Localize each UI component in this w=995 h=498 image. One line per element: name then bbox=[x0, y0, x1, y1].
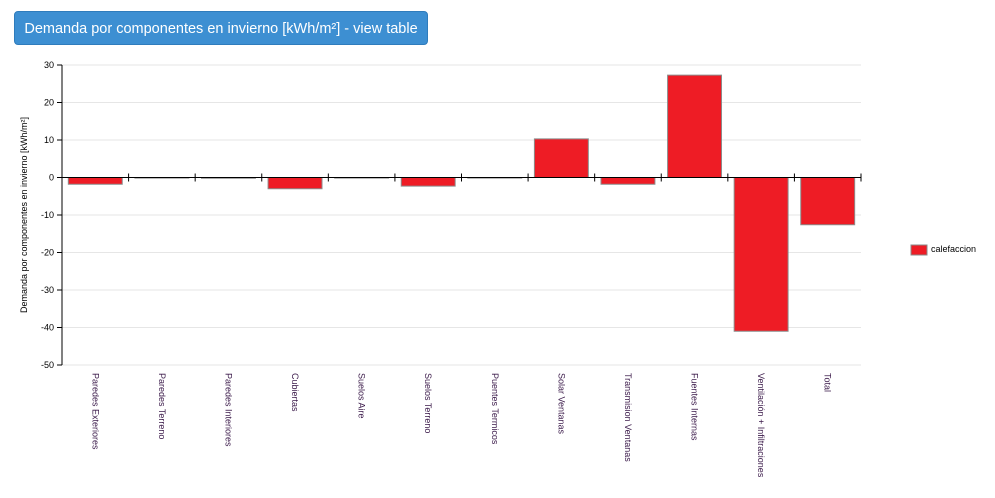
x-axis-ticks: Paredes Exteriores Paredes Terreno Paredes… bbox=[90, 173, 862, 478]
x-tick-label: Ventilación + Infiltraciones bbox=[756, 373, 766, 478]
x-tick-label: Suelos Aire bbox=[357, 373, 367, 419]
y-axis-ticks: 30 20 10 0 -10 -20 -30 -40 -50 bbox=[41, 60, 62, 370]
y-tick-label: 20 bbox=[44, 98, 54, 108]
x-tick-label: Transmision Ventanas bbox=[623, 373, 633, 462]
x-tick-label: Solar Ventanas bbox=[556, 373, 566, 435]
x-tick-label: Puentes Termicos bbox=[490, 373, 500, 445]
bar bbox=[800, 177, 856, 226]
y-axis-label: Demanda por componentes en invierno [kWh… bbox=[19, 117, 29, 313]
bars bbox=[67, 74, 856, 332]
x-tick-label: Paredes Terreno bbox=[157, 373, 167, 439]
y-tick-label: -50 bbox=[41, 360, 54, 370]
x-tick-label: Paredes Exteriores bbox=[90, 373, 100, 450]
bar bbox=[667, 74, 723, 178]
y-tick-label: -40 bbox=[41, 323, 54, 333]
x-tick-label: Paredes Interiores bbox=[223, 373, 233, 447]
x-tick-label: Suelos Terreno bbox=[423, 373, 433, 433]
legend-label: calefaccion bbox=[931, 244, 976, 254]
bar bbox=[267, 177, 323, 190]
bar bbox=[600, 177, 656, 185]
view-table-button[interactable]: Demanda por componentes en invierno [kWh… bbox=[14, 11, 428, 45]
bar bbox=[733, 177, 789, 332]
bar bbox=[533, 138, 589, 178]
y-tick-label: -10 bbox=[41, 210, 54, 220]
y-tick-label: 0 bbox=[49, 173, 54, 183]
y-tick-label: -30 bbox=[41, 285, 54, 295]
y-tick-label: 10 bbox=[44, 135, 54, 145]
bar bbox=[67, 177, 123, 185]
x-tick-label: Cubiertas bbox=[290, 373, 300, 412]
bar bbox=[400, 177, 456, 187]
y-tick-label: 30 bbox=[44, 60, 54, 70]
y-tick-label: -20 bbox=[41, 248, 54, 258]
legend-swatch bbox=[910, 244, 928, 256]
legend: calefaccion bbox=[910, 244, 976, 256]
x-tick-label: Total bbox=[823, 373, 833, 392]
x-tick-label: Fuentes Internas bbox=[690, 373, 700, 441]
